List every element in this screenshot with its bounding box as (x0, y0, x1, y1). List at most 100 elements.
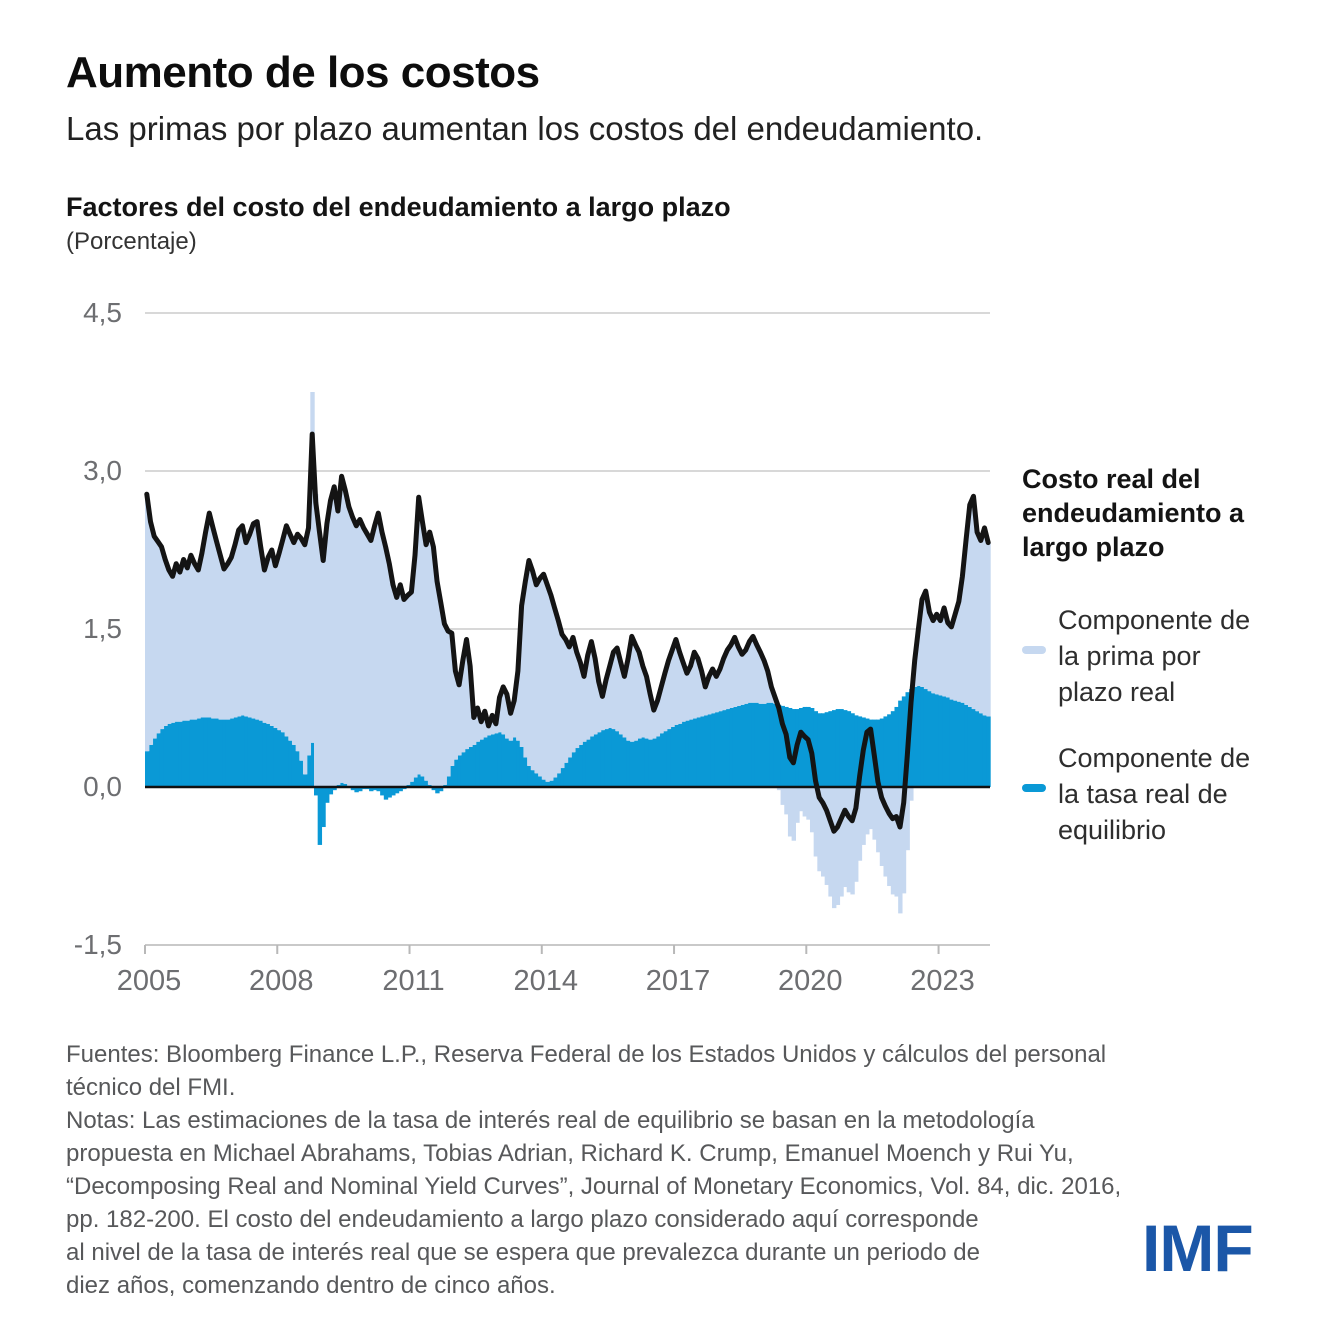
equilibrium-bar (538, 776, 543, 787)
term-premium-bar (923, 591, 929, 690)
equilibrium-bar (754, 702, 760, 787)
term-premium-bar (534, 584, 539, 774)
equilibrium-bar (181, 720, 187, 787)
term-premium-bar (622, 676, 627, 738)
equilibrium-bar (655, 736, 661, 787)
legend-item-term-premium: Componente de la prima por plazo real (1022, 602, 1272, 710)
term-premium-bar (721, 658, 727, 711)
term-premium-bar (945, 622, 951, 698)
equilibrium-bar (721, 710, 727, 787)
term-premium-bar (872, 787, 877, 840)
term-premium-bar (332, 486, 337, 787)
equilibrium-bar (471, 744, 477, 787)
equilibrium-bar (685, 720, 690, 787)
equilibrium-bar (145, 751, 150, 787)
term-premium-bar (291, 542, 297, 745)
y-tick-label: 1,5 (83, 613, 122, 644)
equilibrium-bar (942, 696, 947, 787)
x-tick-label: 2017 (646, 965, 711, 997)
term-premium-bar (743, 650, 749, 704)
term-premium-bar (780, 787, 785, 805)
term-premium-bar (846, 787, 852, 893)
term-premium-bar (798, 787, 804, 812)
borrowing-cost-polyline (144, 431, 991, 834)
equilibrium-bar (416, 774, 422, 787)
chart-heading: Factores del costo del endeudamiento a l… (66, 192, 731, 222)
term-premium-bar (747, 641, 752, 703)
equilibrium-bar (262, 722, 267, 787)
term-premium-bar (317, 532, 323, 787)
term-premium-bar (350, 517, 356, 787)
term-premium-bar (776, 787, 782, 791)
page-title: Aumento de los costos (66, 48, 540, 97)
term-premium-bar (703, 686, 708, 716)
equilibrium-bar (152, 738, 157, 787)
term-premium-bar (644, 676, 650, 739)
term-premium-bar (163, 559, 168, 726)
equilibrium-bar (376, 787, 381, 792)
term-premium-bar (828, 787, 833, 897)
term-premium-bar (336, 511, 341, 785)
term-premium-bar (391, 584, 396, 787)
term-premium-bar (938, 620, 943, 696)
term-premium-bar (280, 539, 286, 733)
equilibrium-bar (802, 706, 808, 787)
equilibrium-bar (541, 779, 547, 787)
equilibrium-bar (435, 787, 440, 794)
term-premium-bar (927, 612, 932, 692)
equilibrium-bar (600, 730, 605, 787)
equilibrium-bar (512, 737, 517, 787)
equilibrium-bar (372, 787, 378, 791)
term-premium-bar (725, 650, 730, 710)
term-premium-bar (556, 620, 561, 774)
equilibrium-bar (589, 736, 594, 787)
equilibrium-bar (865, 718, 870, 787)
term-premium-bar (574, 652, 580, 749)
term-premium-bar (416, 497, 422, 775)
term-premium-bar (490, 715, 495, 735)
term-premium-bar (538, 578, 543, 777)
equilibrium-bar (648, 739, 653, 787)
term-premium-bar (387, 563, 392, 787)
term-premium-bar (508, 713, 514, 741)
equilibrium-bar (674, 724, 679, 787)
equilibrium-bar (233, 717, 238, 787)
equilibrium-bar (211, 718, 216, 787)
term-premium-bar (295, 534, 301, 752)
term-premium-bar (615, 647, 620, 732)
equilibrium-bar (167, 723, 172, 787)
term-premium-bar (203, 532, 209, 718)
term-premium-bar (629, 636, 635, 742)
term-premium-bar (850, 787, 855, 895)
term-premium-bar (442, 623, 447, 785)
term-premium-bar (413, 555, 418, 778)
equilibrium-bar (780, 705, 785, 787)
equilibrium-bar (931, 693, 936, 787)
equilibrium-bar (898, 700, 903, 787)
chart-svg: 4,5 3,0 1,5 0,0 -1,5 2005 2008 2011 2014 2017 202… (74, 297, 991, 997)
chart-legend: Costo real del endeudamiento a largo pla… (1022, 462, 1272, 848)
term-premium-bar (262, 570, 267, 723)
term-premium-bar (471, 717, 477, 745)
term-premium-bar (181, 559, 187, 721)
term-premium-bar (369, 540, 374, 787)
equilibrium-bar (850, 713, 855, 787)
equilibrium-bar (523, 757, 528, 787)
equilibrium-bar (718, 711, 723, 787)
term-premium-bar (167, 570, 172, 724)
term-premium-bar (596, 681, 602, 733)
equilibrium-bar (501, 734, 506, 787)
term-premium-bar (159, 546, 165, 730)
equilibrium-bar (556, 773, 561, 787)
equilibrium-bar (563, 762, 569, 787)
equilibrium-bar (817, 713, 822, 787)
chart-unit-label: (Porcentaje) (66, 228, 197, 255)
equilibrium-bar (358, 787, 363, 792)
equilibrium-bar (508, 740, 514, 787)
term-premium-bar (145, 494, 150, 752)
term-premium-bar (967, 504, 973, 707)
term-premium-bar (449, 633, 455, 766)
equilibrium-bar (945, 697, 951, 787)
term-premium-bar (402, 599, 407, 787)
equilibrium-bar (593, 734, 598, 787)
